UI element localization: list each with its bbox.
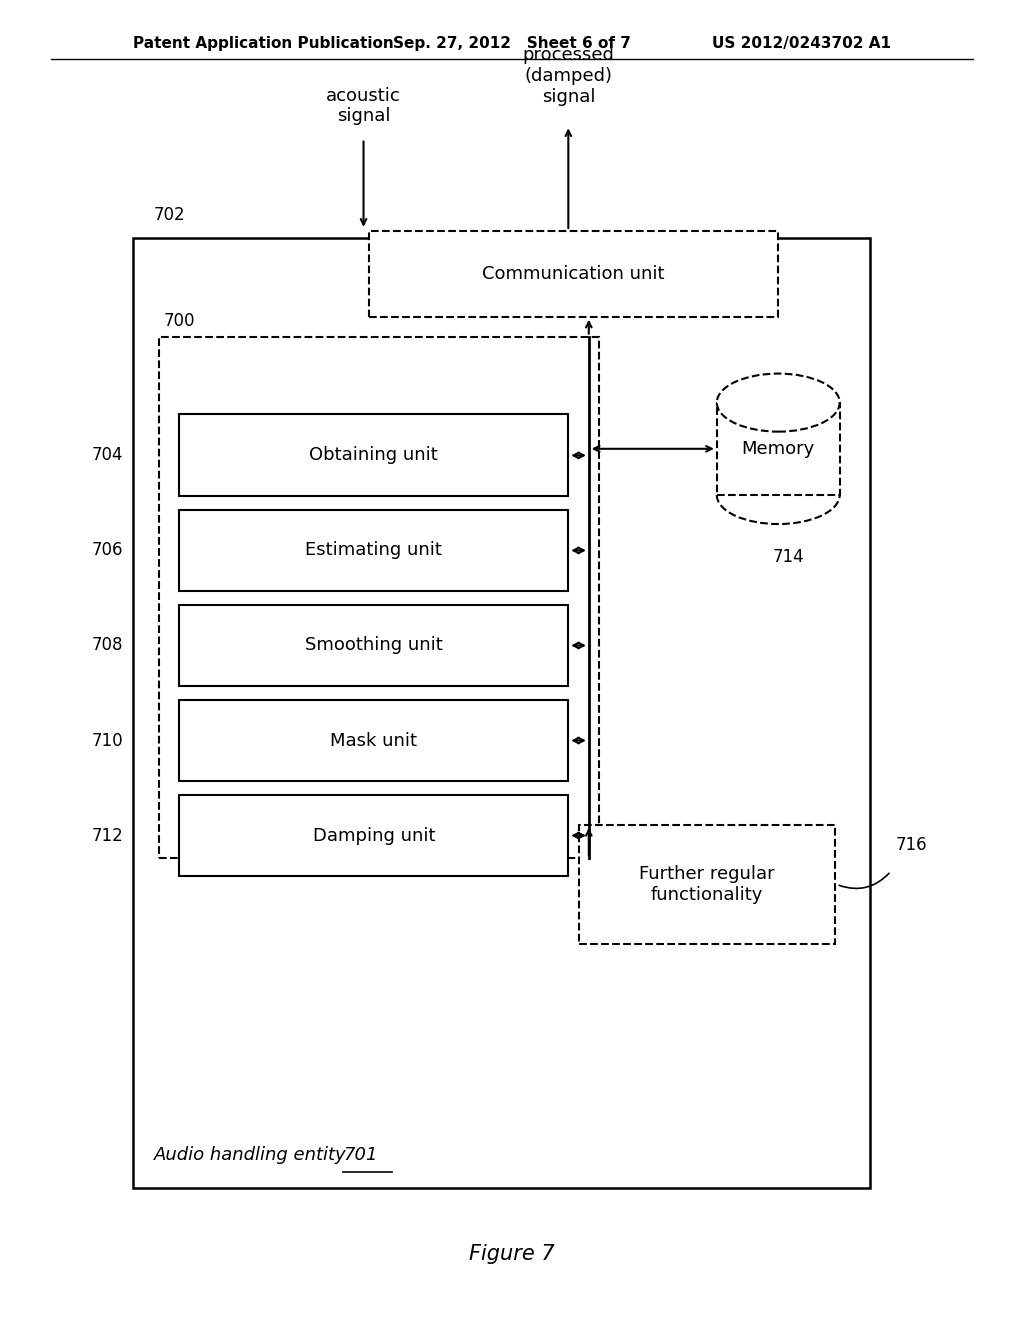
FancyBboxPatch shape — [179, 700, 568, 781]
Text: Audio handling entity: Audio handling entity — [154, 1146, 352, 1164]
Text: processed
(damped)
signal: processed (damped) signal — [522, 46, 614, 106]
Text: Mask unit: Mask unit — [331, 731, 417, 750]
Text: Memory: Memory — [741, 440, 815, 458]
Text: Sep. 27, 2012   Sheet 6 of 7: Sep. 27, 2012 Sheet 6 of 7 — [393, 36, 631, 51]
FancyBboxPatch shape — [159, 337, 599, 858]
Text: Estimating unit: Estimating unit — [305, 541, 442, 560]
FancyBboxPatch shape — [179, 414, 568, 496]
Text: Communication unit: Communication unit — [482, 265, 665, 282]
FancyBboxPatch shape — [133, 238, 870, 1188]
Text: 704: 704 — [91, 446, 123, 465]
FancyBboxPatch shape — [369, 231, 778, 317]
FancyBboxPatch shape — [179, 795, 568, 876]
Text: Figure 7: Figure 7 — [469, 1243, 555, 1265]
Text: 702: 702 — [154, 206, 185, 224]
Ellipse shape — [717, 374, 840, 432]
Text: 708: 708 — [91, 636, 123, 655]
Text: 710: 710 — [91, 731, 123, 750]
FancyBboxPatch shape — [179, 510, 568, 591]
Text: 716: 716 — [896, 836, 928, 854]
Text: acoustic
signal: acoustic signal — [327, 87, 400, 125]
FancyBboxPatch shape — [717, 403, 840, 495]
Text: Obtaining unit: Obtaining unit — [309, 446, 438, 465]
Text: 712: 712 — [91, 826, 123, 845]
Text: Smoothing unit: Smoothing unit — [305, 636, 442, 655]
Text: 701: 701 — [343, 1146, 378, 1164]
FancyBboxPatch shape — [579, 825, 835, 944]
Text: US 2012/0243702 A1: US 2012/0243702 A1 — [712, 36, 891, 51]
Text: Damping unit: Damping unit — [312, 826, 435, 845]
Text: 700: 700 — [164, 312, 196, 330]
Text: Patent Application Publication: Patent Application Publication — [133, 36, 394, 51]
Text: 706: 706 — [91, 541, 123, 560]
Text: 714: 714 — [773, 548, 804, 566]
FancyArrowPatch shape — [840, 874, 889, 888]
FancyBboxPatch shape — [179, 605, 568, 686]
Text: Further regular
functionality: Further regular functionality — [639, 865, 774, 904]
